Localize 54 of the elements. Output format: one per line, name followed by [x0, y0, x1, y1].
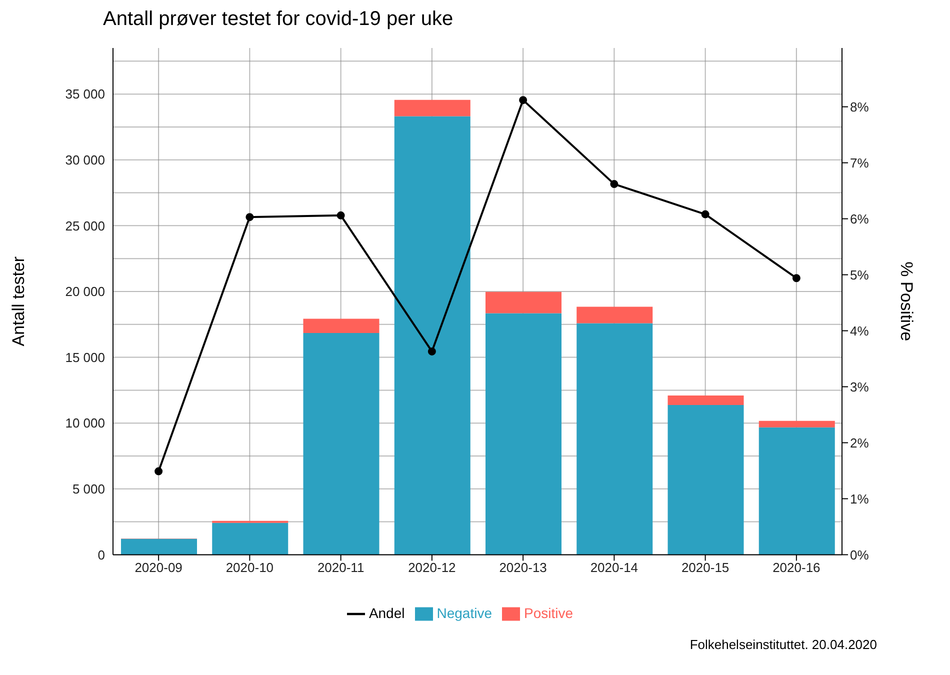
bar [394, 116, 470, 555]
point [246, 213, 254, 222]
point [519, 96, 528, 104]
bar [758, 427, 835, 555]
y2-tick-label: 3% [850, 379, 870, 394]
y2-tick-label: 6% [850, 211, 870, 226]
point [610, 180, 618, 188]
y2-tick-label: 1% [850, 491, 870, 506]
bar [486, 313, 562, 555]
x-tick-label: 2020-11 [317, 560, 364, 575]
legend-label: Positive [524, 604, 574, 621]
point [428, 347, 436, 356]
x-tick-label: 2020-10 [226, 560, 274, 575]
point [336, 211, 345, 220]
y-tick-label: 20 000 [65, 284, 105, 300]
x-tick-label: 2020-15 [681, 560, 730, 575]
x-tick-label: 2020-09 [134, 560, 182, 575]
bar [668, 405, 744, 555]
y2-axis-title: % Positive [896, 262, 916, 342]
y-axis-title: Antall tester [9, 256, 28, 346]
x-tick-label: 2020-14 [590, 560, 638, 575]
legend-label: Andel [368, 604, 405, 621]
y2-tick-label: 0% [850, 547, 870, 562]
chart-title: Antall prøver testet for covid-19 per uke [103, 8, 454, 32]
y2-tick-label: 8% [850, 99, 870, 114]
y2-tick-label: 7% [850, 155, 870, 170]
bar [486, 292, 562, 314]
bar [668, 395, 744, 406]
y-tick-label: 10 000 [65, 416, 105, 431]
bar [758, 420, 835, 428]
y-tick-label: 15 000 [65, 350, 105, 365]
y2-tick-label: 5% [850, 267, 870, 282]
bar [121, 538, 197, 555]
bar [394, 100, 470, 116]
y-tick-label: 5 000 [72, 482, 105, 497]
y-tick-label: 30 000 [65, 152, 105, 168]
y2-tick-label: 4% [850, 323, 870, 338]
x-tick-label: 2020-12 [408, 560, 456, 575]
bar [212, 522, 288, 555]
x-tick-label: 2020-13 [499, 560, 547, 575]
y2-tick-label: 2% [850, 435, 870, 450]
y-tick-label: 25 000 [65, 218, 105, 234]
point [792, 274, 800, 282]
point [154, 467, 163, 476]
bar [303, 318, 380, 333]
x-tick-label: 2020-16 [772, 560, 820, 575]
y-tick-label: 35 000 [65, 86, 105, 102]
y-tick-label: 0 [98, 547, 105, 562]
bar [576, 323, 653, 555]
bar [576, 306, 653, 324]
legend-label: Negative [436, 604, 492, 621]
text: Folkehelseinstituttet. 20.04.2020 [688, 637, 877, 652]
bar [303, 332, 380, 555]
point [701, 210, 710, 218]
